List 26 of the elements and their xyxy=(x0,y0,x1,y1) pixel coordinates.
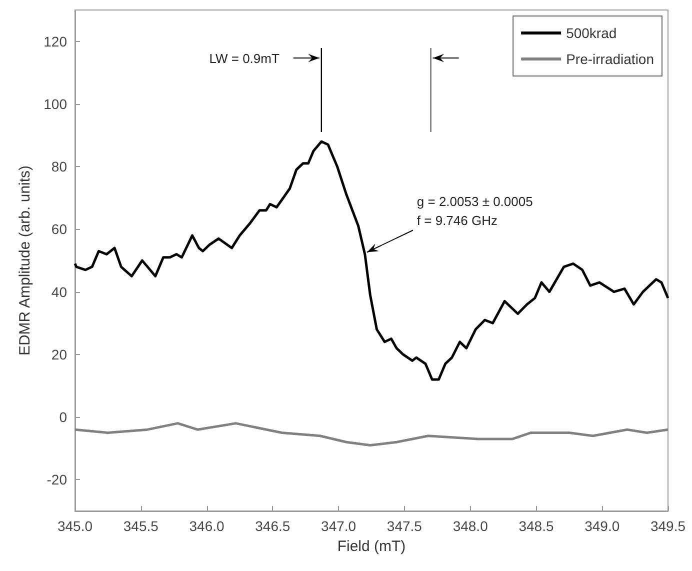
x-tick-label: 345.5 xyxy=(123,518,159,534)
x-tick-label: 348.0 xyxy=(452,518,488,534)
x-tick-label: 346.0 xyxy=(189,518,224,534)
x-tick-label: 348.5 xyxy=(518,518,554,534)
y-tick-label: 120 xyxy=(44,33,68,50)
y-tick-label: 100 xyxy=(44,96,68,112)
line-series xyxy=(74,140,670,381)
y-tick-label: 40 xyxy=(51,284,68,300)
annotation: g = 2.0053 ± 0.0005 f = 9.746 GHz xyxy=(416,194,533,228)
x-tick-label: 347.5 xyxy=(386,518,422,534)
legend-label: 500krad xyxy=(566,25,617,41)
y-tick-label: 20 xyxy=(51,346,68,362)
x-tick-label: 349.0 xyxy=(584,518,620,534)
x-tick-label: 347.0 xyxy=(321,518,356,534)
x-tick-label: 346.5 xyxy=(255,518,290,534)
y-tick-label: -20 xyxy=(46,472,68,488)
legend-label: Pre-irradiation xyxy=(566,51,654,67)
line-series xyxy=(74,422,670,446)
y-tick-label: 0 xyxy=(59,409,68,426)
y-tick-label: 60 xyxy=(51,221,68,238)
y-axis-title: EDMR Amplitude (arb. units) xyxy=(16,165,34,356)
x-tick-label: 349.5 xyxy=(650,518,686,534)
annotation: LW = 0.9mT xyxy=(209,51,280,66)
x-tick-label: 345.0 xyxy=(57,518,93,534)
y-tick-label: 80 xyxy=(51,158,68,175)
x-axis-title: Field (mT) xyxy=(337,538,406,555)
